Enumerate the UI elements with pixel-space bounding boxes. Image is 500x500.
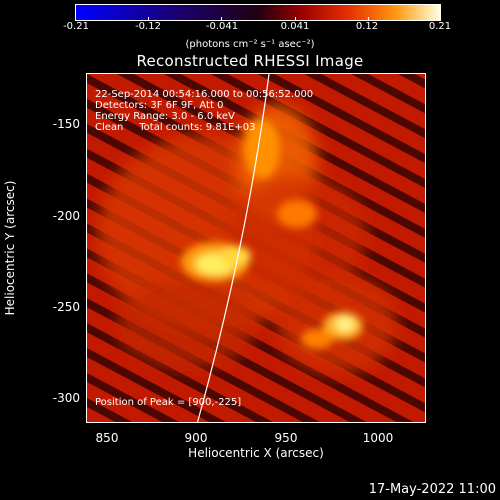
clean-counts-label: Clean Total counts: 9.81E+03 (95, 122, 256, 133)
colorbar-tick: 0.12 (355, 21, 379, 32)
x-tick: 950 (274, 431, 298, 445)
plot-title: Reconstructed RHESSI Image (136, 52, 364, 70)
energy-range-label: Energy Range: 3.0 - 6.0 keV (95, 111, 235, 122)
y-tick: -200 (52, 209, 80, 223)
colorbar (75, 4, 441, 21)
x-tick: 900 (184, 431, 208, 445)
x-tick: 850 (95, 431, 119, 445)
footer-date: 17-May-2022 11:00 (368, 482, 496, 497)
colorbar-units: (photons cm⁻² s⁻¹ asec⁻²) (185, 39, 315, 50)
colorbar-tick: -0.041 (205, 21, 239, 32)
rhessi-image: 22-Sep-2014 00:54:16.000 to 00:56:52.000… (86, 73, 426, 423)
colorbar-tick: -0.12 (135, 21, 161, 32)
colorbar-tick: -0.21 (63, 21, 89, 32)
detectors-label: Detectors: 3F 6F 9F, Att 0 (95, 100, 224, 111)
solar-limb (196, 74, 270, 422)
peak-position-label: Position of Peak = [900,-225] (95, 397, 242, 408)
y-tick: -250 (52, 300, 80, 314)
x-axis-label: Heliocentric X (arcsec) (188, 446, 324, 460)
y-tick: -300 (52, 391, 80, 405)
y-axis-label: Heliocentric Y (arcsec) (3, 180, 17, 316)
time-range-label: 22-Sep-2014 00:54:16.000 to 00:56:52.000 (95, 89, 314, 100)
x-tick: 1000 (362, 431, 394, 445)
colorbar-tick: 0.041 (280, 21, 310, 32)
colorbar-tick: 0.21 (428, 21, 452, 32)
y-tick: -150 (52, 117, 80, 131)
